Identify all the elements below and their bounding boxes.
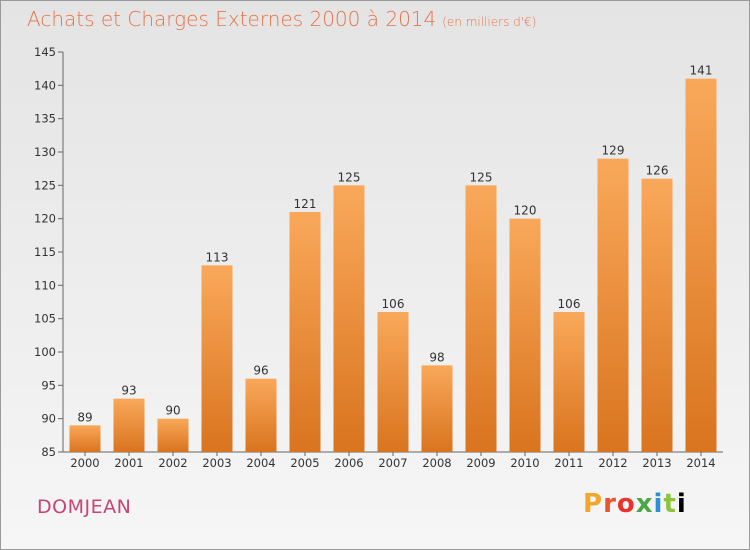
bar-2008 (421, 365, 453, 452)
bar-2010 (509, 218, 541, 452)
data-label: 125 (338, 170, 361, 184)
logo-letter: o (616, 489, 636, 519)
x-tick-label: 2011 (554, 456, 583, 470)
data-label: 98 (429, 350, 444, 364)
x-tick-label: 2003 (202, 456, 231, 470)
logo-letter: t (663, 489, 677, 519)
y-tick-label: 125 (34, 178, 56, 192)
data-label: 129 (602, 144, 625, 158)
bars: 89 93 90 113 96 121 125 106 98 125 120 106 129 126 141 (69, 64, 717, 453)
x-tick-label: 2004 (246, 456, 275, 470)
bar-2004 (245, 378, 277, 452)
x-tick-label: 2001 (114, 456, 143, 470)
y-tick-label: 95 (41, 378, 56, 392)
logo-letter: i (676, 489, 687, 519)
data-label: 93 (121, 384, 136, 398)
x-tick-label: 2007 (378, 456, 407, 470)
data-label: 126 (646, 164, 669, 178)
y-tick-label: 105 (34, 312, 56, 326)
bar-2007 (377, 312, 409, 452)
data-label: 113 (206, 250, 229, 264)
bar-2006 (333, 185, 365, 453)
logo-letter: i (653, 489, 664, 519)
town-name: DOMJEAN (37, 496, 132, 518)
x-tick-label: 2000 (70, 456, 99, 470)
y-tick-label: 135 (34, 112, 56, 126)
bar-2001 (113, 398, 145, 452)
data-label: 125 (470, 170, 493, 184)
bar-2009 (465, 185, 497, 453)
bar-2000 (69, 425, 101, 452)
data-label: 96 (253, 364, 268, 378)
x-tick-label: 2002 (158, 456, 187, 470)
data-label: 89 (77, 410, 92, 424)
chart-title: Achats et Charges Externes 2000 à 2014 (e… (27, 7, 536, 31)
logo-letter: P (583, 489, 604, 519)
x-tick-label: 2014 (686, 456, 715, 470)
x-tick-label: 2005 (290, 456, 319, 470)
y-tick-label: 115 (34, 245, 56, 259)
y-tick-label: 100 (34, 345, 56, 359)
y-tick-label: 140 (34, 78, 56, 92)
x-tick-label: 2006 (334, 456, 363, 470)
data-label: 90 (165, 404, 180, 418)
y-tick-label: 110 (34, 278, 56, 292)
axes: 85 90 95 100 105 110 115 120 125 130 135 140 145 2000… (34, 45, 723, 470)
logo-letter: x (635, 489, 654, 519)
data-label: 106 (382, 297, 405, 311)
bar-2005 (289, 212, 321, 452)
y-tick-label: 90 (41, 412, 56, 426)
bar-2013 (641, 178, 673, 452)
chart-subtitle: (en milliers d'€) (442, 15, 537, 29)
bar-2014 (685, 78, 717, 453)
bar-2012 (597, 158, 629, 452)
chart-title-text: Achats et Charges Externes 2000 à 2014 (27, 7, 437, 31)
bar-2011 (553, 312, 585, 452)
data-label: 106 (558, 297, 581, 311)
x-tick-label: 2009 (466, 456, 495, 470)
y-tick-label: 120 (34, 212, 56, 226)
y-tick-label: 85 (41, 445, 56, 459)
x-tick-label: 2012 (598, 456, 627, 470)
data-label: 120 (514, 204, 537, 218)
data-label: 121 (294, 197, 317, 211)
x-tick-label: 2013 (642, 456, 671, 470)
logo-letter: r (603, 489, 617, 519)
bar-2002 (157, 418, 189, 452)
x-tick-label: 2010 (510, 456, 539, 470)
y-tick-label: 145 (34, 45, 56, 59)
x-tick-label: 2008 (422, 456, 451, 470)
bar-2003 (201, 265, 233, 452)
y-tick-label: 130 (34, 145, 56, 159)
data-label: 141 (690, 64, 713, 78)
proxiti-logo: Proxiti (583, 489, 687, 519)
